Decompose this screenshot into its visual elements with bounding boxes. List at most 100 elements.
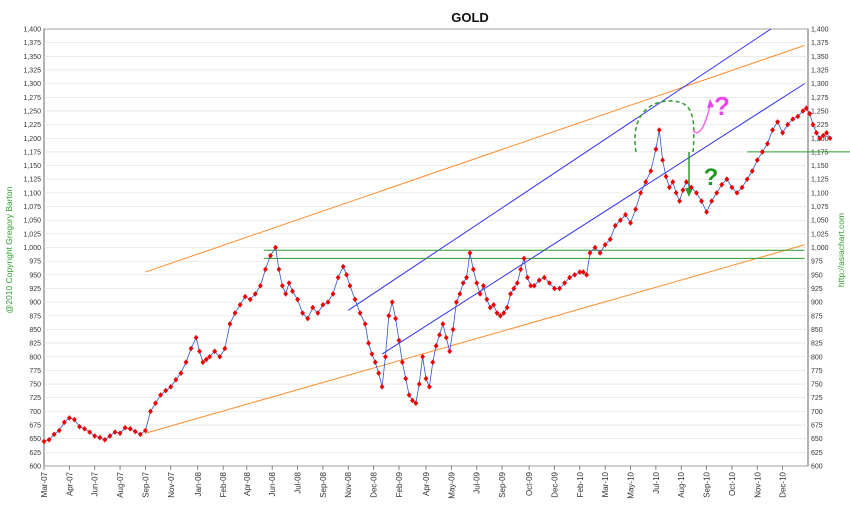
- price-point: [66, 415, 72, 421]
- price-point: [232, 310, 238, 316]
- price-point: [77, 423, 82, 430]
- price-point: [399, 359, 405, 366]
- price-point: [41, 438, 47, 445]
- price-point: [780, 129, 786, 136]
- price-point: [504, 304, 510, 311]
- y-tick-label-right: 1,275: [811, 95, 829, 102]
- price-point: [117, 430, 123, 437]
- price-point: [383, 353, 388, 360]
- price-point: [423, 375, 429, 382]
- price-point: [628, 220, 633, 226]
- y-tick-label: 1,325: [23, 67, 41, 74]
- price-point: [714, 190, 720, 196]
- price-point: [158, 392, 164, 398]
- price-point: [440, 321, 446, 327]
- price-point: [426, 383, 432, 390]
- y-tick-label: 825: [29, 341, 41, 348]
- price-point: [237, 302, 243, 308]
- trend-line: [145, 244, 805, 434]
- gold-price-series: [41, 105, 833, 445]
- price-point: [518, 266, 524, 273]
- x-tick-label: Apr-09: [422, 471, 431, 496]
- price-point: [487, 304, 493, 311]
- price-point: [276, 266, 282, 273]
- price-point: [749, 168, 755, 174]
- price-point: [724, 176, 730, 183]
- price-point: [666, 184, 672, 191]
- price-point: [739, 184, 745, 191]
- y-tick-label-right: 750: [811, 382, 823, 389]
- y-tick-label: 725: [29, 395, 41, 402]
- price-point: [656, 127, 662, 133]
- price-point: [430, 359, 436, 366]
- price-point: [203, 356, 209, 363]
- price-point: [643, 179, 649, 185]
- up-arrow-head: [707, 99, 714, 108]
- price-point: [577, 269, 583, 275]
- price-point: [112, 429, 118, 435]
- price-point: [340, 263, 346, 270]
- y-tick-label-right: 1,150: [811, 163, 829, 170]
- y-tick-label-right: 925: [811, 286, 823, 293]
- price-point: [460, 280, 466, 286]
- price-point: [406, 392, 412, 398]
- price-point: [528, 282, 534, 289]
- x-tick-label: Oct-10: [728, 471, 737, 496]
- price-point: [810, 121, 816, 128]
- price-point: [531, 282, 537, 289]
- price-point: [580, 269, 586, 275]
- chart-title: GOLD: [451, 10, 489, 25]
- price-point: [612, 222, 618, 229]
- down-arrow-head: [685, 188, 693, 197]
- price-point: [795, 113, 801, 120]
- price-point: [222, 345, 228, 352]
- y-tick-label-right: 850: [811, 327, 823, 334]
- price-point: [102, 436, 108, 443]
- x-tick-label: Apr-08: [243, 471, 252, 496]
- price-point: [572, 272, 578, 278]
- price-point: [273, 244, 278, 251]
- y-tick-label-right: 1,225: [811, 122, 829, 129]
- projected-path-up: [692, 104, 711, 134]
- x-tick-label: Nov-07: [167, 471, 176, 497]
- price-point: [72, 416, 77, 423]
- price-point: [602, 241, 608, 248]
- price-point: [173, 376, 179, 383]
- price-point: [379, 383, 385, 390]
- price-point: [393, 315, 398, 322]
- price-point: [132, 428, 138, 435]
- price-point: [310, 304, 316, 311]
- y-tick-label: 1,225: [23, 122, 41, 129]
- price-point: [467, 250, 473, 256]
- price-point: [335, 274, 341, 281]
- price-point: [765, 140, 770, 147]
- price-point: [759, 149, 765, 155]
- price-point: [660, 157, 666, 163]
- price-point: [464, 274, 469, 281]
- price-point: [617, 217, 623, 223]
- price-point: [800, 108, 806, 114]
- y-tick-label-right: 1,250: [811, 108, 829, 115]
- y-tick-label: 1,050: [23, 218, 41, 225]
- price-point: [193, 334, 199, 341]
- price-point: [268, 252, 273, 259]
- y-tick-label-right: 775: [811, 368, 823, 375]
- y-tick-label: 1,350: [23, 54, 41, 61]
- y-tick-label-right: 1,375: [811, 40, 829, 47]
- pattern-sketch: ? ?: [634, 91, 730, 197]
- y-tick-label-right: 1,400: [811, 27, 829, 34]
- x-tick-label: Nov-10: [753, 471, 762, 497]
- y-tick-label: 850: [29, 327, 41, 334]
- price-point: [200, 359, 206, 366]
- x-tick-label: Dec-08: [370, 471, 379, 497]
- price-point: [491, 302, 497, 308]
- price-point: [247, 296, 253, 303]
- y-tick-label: 1,200: [23, 136, 41, 143]
- price-point: [817, 135, 823, 142]
- x-axis: Mar-07 Apr-07 Jun-07 Aug-07 Sep-07 Nov-07 Jan-…: [40, 466, 788, 499]
- y-tick-label: 950: [29, 272, 41, 279]
- price-point: [263, 266, 268, 273]
- y-tick-label-right: 1,075: [811, 204, 829, 211]
- price-point: [803, 105, 809, 112]
